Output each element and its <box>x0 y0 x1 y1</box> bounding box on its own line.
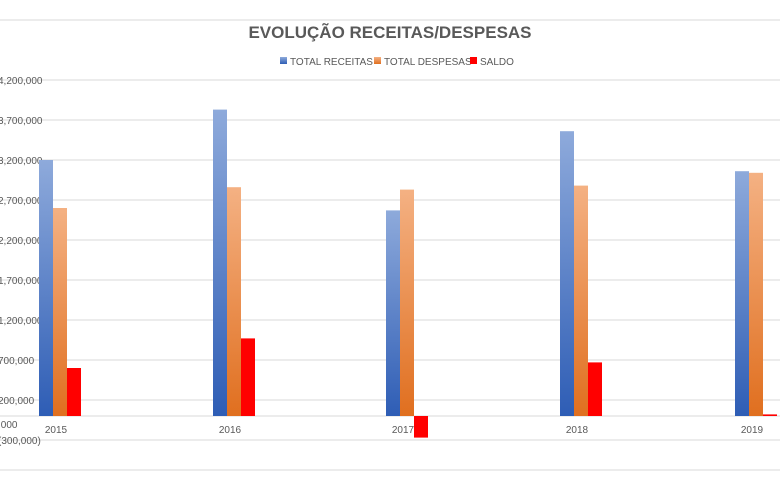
y-tick-label: 1,200,000 <box>0 316 43 327</box>
bar-total-receitas-2017 <box>386 210 400 416</box>
bar-total-receitas-2016 <box>213 109 227 416</box>
y-tick-label: 4,200,000 <box>0 76 43 87</box>
y-tick-label: 1,700,000 <box>0 276 43 287</box>
y-axis-ticks: (300,000) ,000 200,000 700,000 1,200,000 1,70… <box>0 76 43 447</box>
x-tick-label-2018: 2018 <box>566 425 589 436</box>
bar-saldo-2018 <box>588 362 602 416</box>
bar-total-receitas-2019 <box>735 171 749 416</box>
bar-total-despesas-2018 <box>574 185 588 416</box>
bar-saldo-2015 <box>67 368 81 416</box>
legend-label-saldo: SALDO <box>480 57 514 68</box>
legend: TOTAL RECEITAS TOTAL DESPESAS SALDO <box>280 57 514 68</box>
bar-total-despesas-2019 <box>749 172 763 416</box>
x-axis-ticks: 2015 2016 2017 2018 2019 <box>45 425 764 436</box>
bar-total-receitas-2015 <box>39 160 53 416</box>
y-tick-label: 3,700,000 <box>0 116 43 127</box>
y-tick-label: (300,000) <box>0 436 41 447</box>
bar-saldo-2019 <box>763 414 777 416</box>
y-tick-label: 2,200,000 <box>0 236 43 247</box>
legend-label-receitas: TOTAL RECEITAS <box>290 57 373 68</box>
bar-total-despesas-2015 <box>53 208 67 416</box>
legend-swatch-despesas <box>374 57 381 64</box>
x-tick-label-2015: 2015 <box>45 425 68 436</box>
x-tick-label-2017: 2017 <box>392 425 415 436</box>
y-tick-label: 200,000 <box>0 396 35 407</box>
bar-saldo-2017 <box>414 416 428 438</box>
x-tick-label-2019: 2019 <box>741 425 764 436</box>
bar-total-receitas-2018 <box>560 131 574 416</box>
bar-saldo-2016 <box>241 338 255 416</box>
x-tick-label-2016: 2016 <box>219 425 242 436</box>
legend-swatch-saldo <box>470 57 477 64</box>
y-tick-label: 3,200,000 <box>0 156 43 167</box>
legend-label-despesas: TOTAL DESPESAS <box>384 57 472 68</box>
bar-total-despesas-2017 <box>400 189 414 416</box>
bar-total-despesas-2016 <box>227 187 241 416</box>
y-tick-label: ,000 <box>0 420 18 431</box>
y-tick-label: 2,700,000 <box>0 196 43 207</box>
chart-title: EVOLUÇÃO RECEITAS/DESPESAS <box>248 22 531 42</box>
legend-swatch-receitas <box>280 57 287 64</box>
bars <box>39 109 777 438</box>
y-tick-label: 700,000 <box>0 356 35 367</box>
